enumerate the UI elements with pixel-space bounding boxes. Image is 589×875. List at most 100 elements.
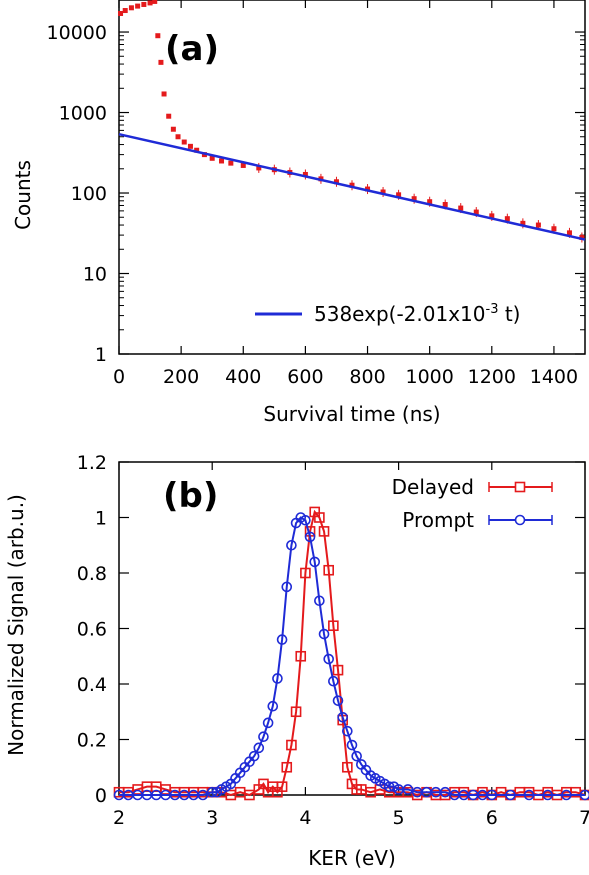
- x-tick-label-b: 5: [393, 807, 405, 829]
- y-tick-label-b: 1.2: [77, 452, 107, 474]
- x-tick-label-a: 600: [287, 366, 323, 388]
- data-point-a: [187, 143, 193, 149]
- marker-prompt: [346, 739, 358, 751]
- x-tick-label-a: 1400: [530, 366, 578, 388]
- data-point-a: [219, 158, 225, 164]
- data-point-a: [181, 139, 187, 145]
- marker-delayed: [328, 620, 339, 632]
- y-tick-label-b: 0.4: [77, 674, 107, 696]
- marker-prompt: [281, 581, 293, 593]
- data-point-a: [194, 147, 200, 153]
- data-point-a: [158, 59, 164, 65]
- y-tick-label-a: 1: [95, 344, 107, 366]
- marker-prompt: [337, 711, 348, 723]
- x-tick-label-b: 7: [579, 807, 589, 829]
- data-point-a: [152, 0, 158, 4]
- marker-delayed: [290, 706, 302, 718]
- marker-prompt: [318, 628, 330, 640]
- marker-prompt: [258, 731, 269, 743]
- legend-fit-label: 538exp(-2.01x10-3 t): [314, 302, 520, 326]
- legend-marker-delayed: [514, 481, 526, 493]
- x-tick-label-a: 1200: [468, 366, 516, 388]
- y-axis-label-a: Counts: [11, 160, 35, 230]
- x-axis-label-b: KER (eV): [308, 846, 396, 870]
- marker-prompt: [439, 786, 451, 798]
- marker-prompt: [314, 595, 325, 607]
- marker-prompt: [309, 556, 321, 568]
- marker-delayed: [323, 564, 335, 576]
- legend-marker-prompt: [514, 514, 526, 526]
- marker-prompt: [351, 750, 362, 762]
- marker-prompt: [304, 531, 316, 543]
- marker-prompt: [272, 673, 283, 684]
- data-point-a: [141, 1, 147, 7]
- marker-prompt: [262, 717, 274, 729]
- x-tick-label-a: 800: [349, 366, 385, 388]
- marker-prompt: [300, 514, 311, 526]
- data-point-a: [147, 0, 153, 6]
- marker-prompt: [342, 725, 353, 737]
- marker-delayed: [300, 567, 311, 579]
- x-tick-label-a: 1000: [405, 366, 453, 388]
- marker-prompt: [542, 789, 554, 801]
- y-tick-label-a: 10000: [47, 22, 107, 44]
- marker-prompt: [561, 789, 572, 801]
- marker-prompt: [383, 781, 395, 792]
- marker-prompt: [197, 789, 209, 801]
- marker-delayed: [286, 739, 297, 751]
- marker-prompt: [323, 653, 335, 665]
- marker-delayed: [314, 512, 325, 523]
- marker-prompt: [267, 700, 279, 712]
- marker-delayed: [281, 761, 293, 773]
- data-point-a: [175, 134, 181, 140]
- data-point-a: [161, 91, 167, 97]
- marker-delayed: [318, 526, 330, 537]
- fit-line: [118, 132, 586, 241]
- data-point-a: [228, 160, 234, 166]
- data-point-a: [166, 113, 172, 119]
- x-tick-label-b: 2: [113, 807, 125, 829]
- legend-prompt-label: Prompt: [402, 508, 474, 532]
- x-axis-label-a: Survival time (ns): [263, 402, 440, 426]
- y-tick-label-a: 10: [83, 264, 107, 286]
- marker-prompt: [276, 634, 288, 645]
- legend-a: 538exp(-2.01x10-3 t): [255, 302, 520, 326]
- data-point-a: [155, 33, 161, 39]
- data-point-a: [128, 5, 134, 11]
- marker-prompt: [328, 675, 339, 687]
- plot-frame-a: [118, 0, 586, 355]
- panel-b: 2 3 4 5 6 7 0 0.2 0.4 0.6 0.8 1 1.2 (b) KER (eV) Nor…: [4, 452, 589, 870]
- x-tick-label-b: 6: [486, 807, 498, 829]
- x-tick-label-b: 4: [299, 807, 311, 829]
- x-tick-label-b: 3: [206, 807, 218, 829]
- x-tick-label-a: 400: [225, 366, 261, 388]
- y-tick-label-b: 0.6: [77, 619, 107, 641]
- x-tick-label-a: 200: [163, 366, 199, 388]
- y-tick-label-b: 0.8: [77, 563, 107, 585]
- marker-prompt: [579, 789, 589, 801]
- marker-prompt: [402, 784, 414, 795]
- series-line-delayed: [119, 509, 586, 797]
- marker-prompt: [253, 742, 265, 754]
- series-line-prompt: [119, 516, 585, 796]
- marker-prompt: [248, 750, 260, 762]
- marker-prompt: [486, 789, 498, 801]
- y-tick-label-a: 100: [71, 183, 107, 205]
- panel-label-a: (a): [165, 29, 219, 69]
- y-axis-label-b: Normalized Signal (arb.u.): [4, 494, 28, 756]
- marker-delayed: [342, 761, 353, 773]
- marker-prompt: [286, 539, 297, 551]
- data-point-a: [209, 155, 215, 161]
- legend-delayed-label: Delayed: [392, 475, 474, 499]
- marker-prompt: [505, 789, 516, 801]
- marker-delayed: [276, 781, 288, 792]
- marker-prompt: [206, 786, 218, 798]
- marker-prompt: [332, 695, 344, 706]
- legend-b: Delayed Prompt: [392, 475, 553, 532]
- panel-label-b: (b): [163, 476, 218, 516]
- data-point-a: [122, 8, 128, 14]
- data-point-a: [240, 162, 246, 168]
- y-tick-label-a: 1000: [59, 103, 107, 125]
- data-point-a: [118, 10, 124, 16]
